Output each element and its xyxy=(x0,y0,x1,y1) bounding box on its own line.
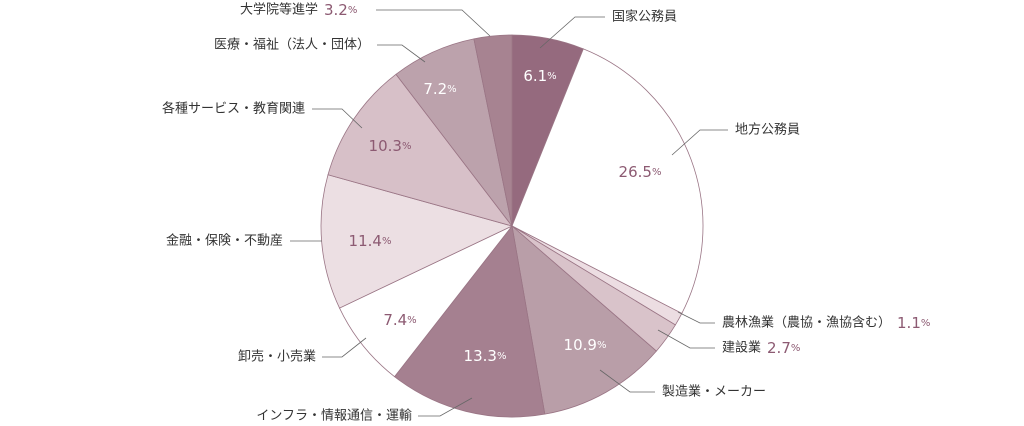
value-number: 2.7 xyxy=(767,339,791,357)
leader-line xyxy=(322,337,367,358)
value-number: 13.3 xyxy=(464,347,497,365)
category-label: インフラ・情報通信・運輸 xyxy=(256,409,412,424)
value-label: 1.1% xyxy=(897,314,930,332)
value-label: 26.5% xyxy=(619,163,662,181)
value-number: 26.5 xyxy=(619,163,652,181)
value-label: 10.3% xyxy=(369,137,412,155)
value-unit: % xyxy=(791,343,801,354)
value-label: 3.2% xyxy=(324,1,357,19)
value-number: 10.9 xyxy=(564,336,597,354)
pie-slice xyxy=(511,48,704,314)
value-unit: % xyxy=(447,84,457,95)
pie-slice xyxy=(511,224,657,415)
value-number: 1.1 xyxy=(897,314,921,332)
category-label: 卸売・小売業 xyxy=(238,349,316,365)
leader-line xyxy=(671,129,728,156)
value-unit: % xyxy=(921,318,931,329)
leader-line xyxy=(377,44,426,63)
value-label: 11.4% xyxy=(349,232,392,250)
category-label: 農林漁業（農協・漁協含む） xyxy=(722,315,891,331)
pie-slice xyxy=(327,73,514,227)
category-label: 製造業・メーカー xyxy=(662,384,766,400)
pie-slice xyxy=(320,174,514,309)
leader-line xyxy=(418,397,473,417)
value-label: 10.9% xyxy=(564,336,607,354)
value-unit: % xyxy=(348,5,358,16)
value-label: 7.4% xyxy=(383,311,416,329)
value-unit: % xyxy=(382,236,392,247)
category-label: 地方公務員 xyxy=(735,122,800,138)
value-label: 13.3% xyxy=(464,347,507,365)
value-number: 10.3 xyxy=(369,137,402,155)
leader-line xyxy=(312,108,363,129)
value-unit: % xyxy=(407,315,417,326)
leader-line xyxy=(376,9,491,37)
category-label: 建設業 xyxy=(722,340,761,356)
value-unit: % xyxy=(652,167,662,178)
category-label: 大学院等進学 xyxy=(240,2,318,18)
value-number: 7.4 xyxy=(383,311,407,329)
value-number: 6.1 xyxy=(523,67,547,85)
pie-slice xyxy=(393,225,546,418)
category-label: 金融・保険・不動産 xyxy=(166,233,283,249)
category-label: 医療・福祉（法人・団体） xyxy=(214,38,370,53)
leader-line xyxy=(657,329,715,349)
value-unit: % xyxy=(497,351,507,362)
value-unit: % xyxy=(597,340,607,351)
value-label: 7.2% xyxy=(423,80,456,98)
value-label: 6.1% xyxy=(523,67,556,85)
value-unit: % xyxy=(547,71,557,82)
value-label: 2.7% xyxy=(767,339,800,357)
value-unit: % xyxy=(402,141,412,152)
pie-slice xyxy=(473,34,513,227)
value-number: 7.2 xyxy=(423,80,447,98)
leader-line xyxy=(539,16,605,49)
value-number: 11.4 xyxy=(349,232,382,250)
category-label: 各種サービス・教育関連 xyxy=(162,101,305,117)
category-label: 国家公務員 xyxy=(612,9,677,25)
leader-line xyxy=(599,369,655,393)
value-number: 3.2 xyxy=(324,1,348,19)
leader-line xyxy=(677,311,715,324)
